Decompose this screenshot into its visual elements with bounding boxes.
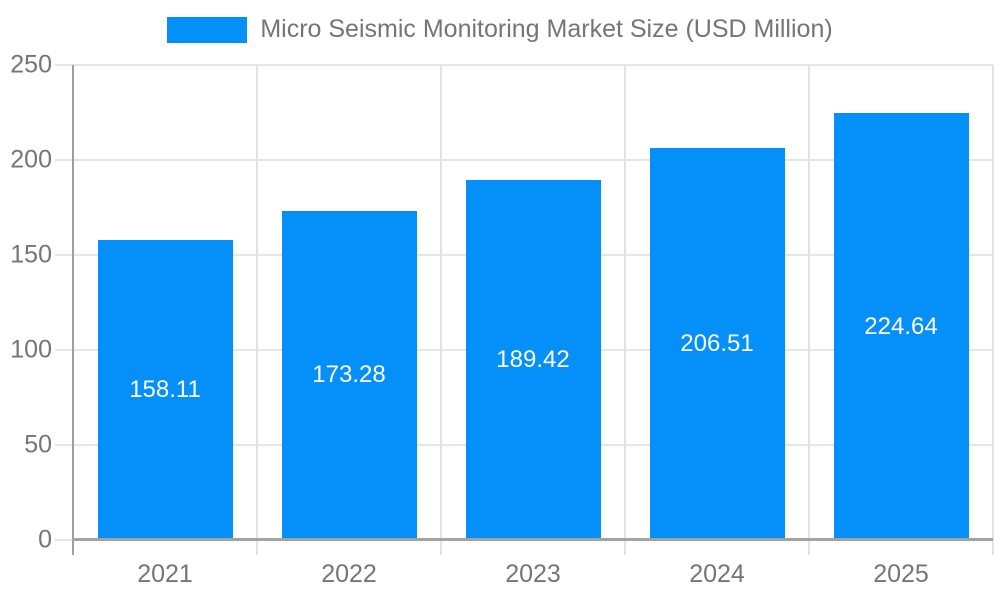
y-tick-label: 100 bbox=[10, 335, 52, 364]
bar-2025[interactable] bbox=[833, 113, 969, 539]
x-tick-label: 2021 bbox=[137, 560, 193, 588]
bar-2023[interactable] bbox=[465, 180, 601, 539]
y-tick-label: 50 bbox=[24, 430, 52, 459]
y-tick-label: 250 bbox=[10, 50, 52, 79]
bar-2022[interactable] bbox=[281, 210, 417, 539]
x-gridline bbox=[992, 65, 994, 555]
x-tick-label: 2022 bbox=[321, 560, 377, 588]
bar-2021[interactable] bbox=[97, 239, 233, 539]
y-gridline bbox=[55, 159, 993, 161]
x-gridline bbox=[440, 65, 442, 555]
x-gridline bbox=[256, 65, 258, 555]
x-tick-label: 2024 bbox=[689, 560, 745, 588]
legend-label: Micro Seismic Monitoring Market Size (US… bbox=[260, 15, 833, 43]
legend-swatch bbox=[167, 16, 248, 43]
x-axis-line bbox=[72, 538, 993, 541]
legend[interactable]: Micro Seismic Monitoring Market Size (US… bbox=[0, 15, 1000, 44]
y-tick-label: 200 bbox=[10, 145, 52, 174]
x-gridline bbox=[808, 65, 810, 555]
x-gridline bbox=[624, 65, 626, 555]
bar-2024[interactable] bbox=[649, 147, 785, 539]
y-tick-label: 150 bbox=[10, 240, 52, 269]
x-tick-label: 2025 bbox=[873, 560, 929, 588]
y-tick-label: 0 bbox=[38, 525, 52, 554]
x-tick-label: 2023 bbox=[505, 560, 561, 588]
y-axis-line bbox=[72, 65, 74, 555]
y-gridline bbox=[55, 64, 993, 66]
